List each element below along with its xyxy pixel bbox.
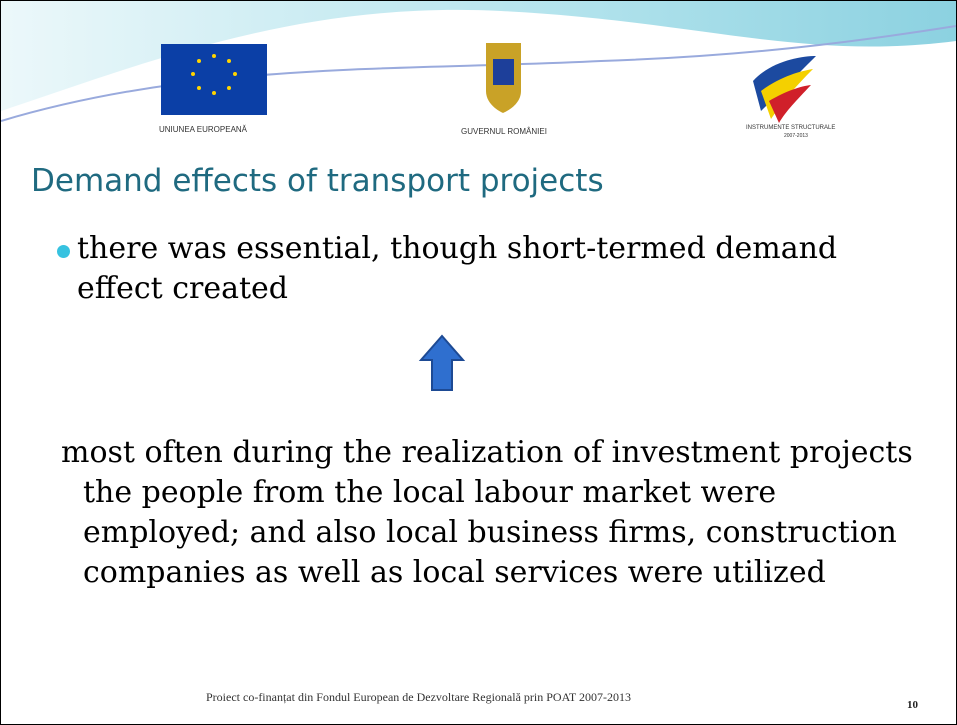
footer: Proiect co-finanțat din Fondul European … <box>206 690 632 704</box>
bullet-text: there was essential, though short-termed… <box>77 231 838 306</box>
up-arrow <box>418 334 466 391</box>
body-text: most often during the realization of inv… <box>61 435 913 590</box>
logo-label: UNIUNEA EUROPEANĂ <box>159 125 248 134</box>
logo-label: GUVERNUL ROMÂNIEI <box>461 127 547 136</box>
bullet-dot <box>57 245 70 258</box>
logo-label: 2007-2013 <box>784 133 808 139</box>
page-number: 10 <box>907 699 918 711</box>
logo-label: INSTRUMENTE STRUCTURALE <box>746 125 836 131</box>
slide-title: Demand effects of transport projects <box>31 163 604 199</box>
header-decoration <box>1 1 956 123</box>
